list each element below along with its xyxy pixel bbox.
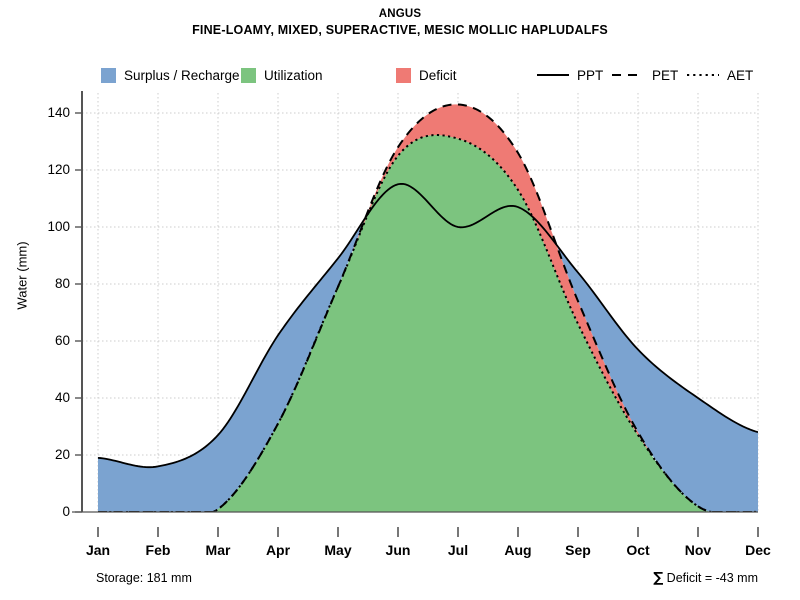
x-tick-label: Sep: [565, 542, 591, 558]
x-tick-label: Oct: [626, 542, 650, 558]
legend-label-deficit: Deficit: [419, 67, 457, 83]
x-tick-label: Jun: [385, 542, 411, 558]
plot-series-group: [97, 103, 758, 512]
x-tick-label: Dec: [745, 542, 771, 558]
legend-line-sample-aet: [686, 69, 720, 81]
x-tick-label: Jul: [447, 542, 469, 558]
legend-label-aet: AET: [727, 67, 754, 83]
legend-item-ppt: PPT: [536, 64, 603, 86]
x-tick-label: Feb: [145, 542, 171, 558]
x-tick-label: Aug: [504, 542, 532, 558]
page-title: ANGUS FINE-LOAMY, MIXED, SUPERACTIVE, ME…: [0, 6, 800, 38]
legend-label-pet: PET: [652, 67, 679, 83]
legend-line-sample-ppt: [536, 69, 570, 81]
legend-label-ppt: PPT: [577, 67, 604, 83]
x-tick-label: Nov: [684, 542, 712, 558]
y-tick-label: 120: [47, 162, 70, 177]
legend-line-sample-pet: [611, 69, 645, 81]
y-tick-label: 80: [54, 276, 70, 291]
legend-label-utilization: Utilization: [264, 67, 323, 83]
y-tick-label: 140: [47, 105, 70, 120]
y-tick-label: 0: [62, 504, 70, 519]
y-tick-label: 20: [54, 447, 70, 462]
legend-item-surplus: Surplus / Recharge: [101, 64, 240, 86]
legend-item-pet: PET: [611, 64, 678, 86]
x-tick-label: Jan: [85, 542, 111, 558]
storage-annotation: Storage: 181 mm: [96, 571, 192, 585]
legend-swatch-surplus: [101, 67, 116, 83]
title-line-1: ANGUS: [378, 8, 422, 20]
x-tick-label: May: [324, 542, 352, 558]
x-tick-label: Mar: [205, 542, 231, 558]
legend-swatch-deficit: [396, 67, 411, 83]
title-line-2: FINE-LOAMY, MIXED, SUPERACTIVE, MESIC MO…: [192, 23, 608, 37]
deficit-annotation: ∑ Deficit = -43 mm: [653, 570, 758, 586]
series-line-ppt: [97, 182, 758, 469]
deficit-annotation-text: Deficit = -43 mm: [663, 571, 758, 585]
y-tick-label: 100: [47, 219, 70, 234]
legend-label-surplus: Surplus / Recharge: [124, 67, 240, 83]
chart-legend: Surplus / Recharge Utilization Deficit P…: [0, 64, 800, 90]
series-line-pet: [98, 103, 758, 512]
summation-icon: ∑: [653, 570, 664, 586]
legend-item-deficit: Deficit: [396, 64, 457, 86]
area-surplus-recharge: [98, 221, 363, 512]
legend-item-aet: AET: [686, 64, 753, 86]
x-tick-label: Apr: [265, 542, 291, 558]
y-tick-label: 40: [54, 390, 70, 405]
legend-swatch-utilization: [241, 67, 256, 83]
area-utilization: [215, 135, 708, 512]
y-tick-label: 60: [54, 333, 70, 348]
legend-item-utilization: Utilization: [241, 64, 323, 86]
